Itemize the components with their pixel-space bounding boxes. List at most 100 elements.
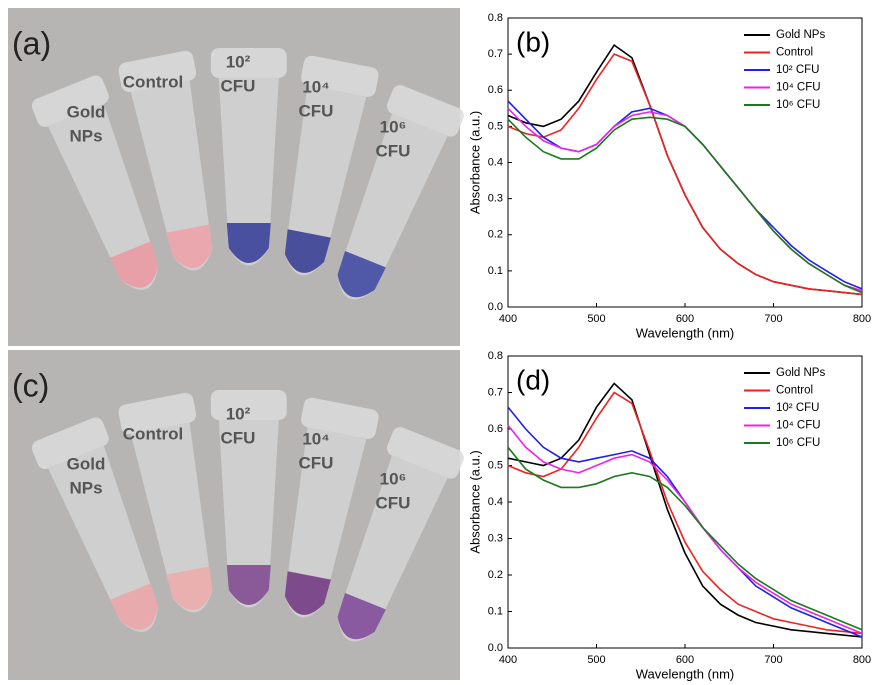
- tube-label: 10⁶: [380, 117, 407, 136]
- photo: (c) Gold NPs Control 10² CFU 10⁴ CFU 10⁶ CFU: [8, 350, 464, 680]
- x-axis-label: Wavelength (nm): [636, 325, 735, 340]
- y-tick-label: 0.3: [488, 532, 503, 544]
- y-tick-label: 0.2: [488, 569, 503, 581]
- tube: [31, 417, 159, 632]
- legend-label: Control: [776, 385, 813, 397]
- x-tick-label: 400: [499, 313, 517, 325]
- tube-label: 10⁶: [380, 469, 407, 488]
- legend-label: Gold NPs: [776, 367, 825, 379]
- y-tick-label: 0.8: [488, 12, 503, 24]
- tube-label: NPs: [69, 126, 102, 145]
- legend-label: 10⁴ CFU: [776, 82, 821, 94]
- y-tick-label: 0.5: [488, 459, 503, 471]
- tube-liquid: [337, 592, 386, 640]
- tube-body: [284, 427, 367, 618]
- tube-body: [48, 103, 159, 290]
- tube-body: [130, 422, 213, 613]
- series-line: [507, 53, 863, 296]
- y-tick-label: 0.4: [488, 156, 503, 168]
- y-tick-label: 0.0: [488, 642, 503, 654]
- tube-label: 10²: [226, 52, 251, 71]
- tube-cap: [386, 85, 464, 137]
- tube: [284, 397, 379, 618]
- y-tick-label: 0.4: [488, 496, 503, 508]
- tube-body: [130, 80, 213, 271]
- tube: [118, 392, 213, 613]
- tube: [337, 85, 464, 300]
- tube-label: Gold: [67, 102, 106, 121]
- tube-liquid: [226, 565, 271, 605]
- panel-label: (b): [516, 26, 550, 57]
- tube: [337, 427, 464, 642]
- y-tick-label: 0.1: [488, 605, 503, 617]
- chart: 0.0 0.1 0.2 0.3 0.4 0.5 0.6 0.7 0.8 400 500 600 700 8…: [467, 350, 871, 682]
- tube-body: [337, 455, 448, 642]
- y-tick-label: 0.5: [488, 120, 503, 132]
- series-line: [507, 424, 863, 635]
- tube-cap: [31, 75, 109, 127]
- tube-label: Control: [123, 72, 183, 91]
- tube-cap: [210, 390, 287, 420]
- y-tick-label: 0.7: [488, 48, 503, 60]
- chart: 0.0 0.1 0.2 0.3 0.4 0.5 0.6 0.7 0.8 400 500 600 700 8…: [467, 12, 871, 341]
- tube: [210, 48, 287, 266]
- tube: [118, 50, 213, 271]
- tube-body: [337, 113, 448, 300]
- y-tick-label: 0.6: [488, 84, 503, 96]
- tube-cap: [301, 55, 379, 97]
- tube: [31, 75, 159, 290]
- legend-label: 10² CFU: [776, 64, 819, 76]
- x-tick-label: 400: [499, 654, 517, 666]
- legend-label: 10² CFU: [776, 402, 819, 414]
- tube-label: CFU: [376, 141, 411, 160]
- y-tick-label: 0.8: [488, 350, 503, 362]
- tube-cap: [210, 48, 287, 78]
- tube-liquid: [166, 566, 213, 610]
- tube-label: 10⁴: [302, 429, 329, 448]
- legend-label: 10⁶ CFU: [776, 99, 820, 111]
- tube-cap: [31, 417, 109, 469]
- tube-label: CFU: [221, 76, 256, 95]
- x-tick-label: 700: [764, 654, 782, 666]
- legend-label: Control: [776, 47, 813, 59]
- tube-label: 10⁴: [302, 77, 329, 96]
- tube: [284, 55, 379, 276]
- y-axis-label: Absorbance (a.u.): [467, 450, 482, 553]
- tube-liquid: [109, 583, 159, 630]
- tube: [210, 390, 287, 608]
- tube-body: [284, 85, 367, 276]
- tube-liquid: [337, 250, 386, 298]
- photo: (a) Gold NPs Control 10² CFU 10⁴ CFU 10⁶ CFU: [8, 8, 464, 346]
- panel-label: (c): [12, 367, 49, 403]
- x-tick-label: 700: [764, 313, 782, 325]
- tube-label: CFU: [221, 428, 256, 447]
- x-tick-label: 600: [676, 313, 694, 325]
- tube-liquid: [284, 571, 331, 615]
- y-tick-label: 0.2: [488, 229, 503, 241]
- y-tick-label: 0.3: [488, 193, 503, 205]
- x-tick-label: 600: [676, 654, 694, 666]
- series-line: [507, 382, 863, 638]
- tube-liquid: [226, 223, 271, 263]
- tube-label: CFU: [376, 493, 411, 512]
- tube-label: CFU: [299, 453, 334, 472]
- tube-cap: [118, 50, 197, 93]
- tube-cap: [301, 397, 379, 439]
- panel-label: (a): [12, 25, 51, 61]
- x-tick-label: 500: [587, 313, 605, 325]
- tube-cap: [118, 392, 197, 435]
- series-line: [507, 446, 863, 631]
- tube-label: Gold: [67, 454, 106, 473]
- tube-liquid: [109, 241, 159, 288]
- legend-label: 10⁶ CFU: [776, 437, 820, 449]
- x-axis-label: Wavelength (nm): [636, 666, 735, 681]
- tube-liquid: [166, 224, 213, 268]
- tube-body: [218, 420, 279, 608]
- x-tick-label: 800: [853, 654, 871, 666]
- panel-label: (d): [516, 364, 550, 395]
- legend-label: 10⁴ CFU: [776, 420, 821, 432]
- y-axis-label: Absorbance (a.u.): [467, 111, 482, 214]
- tube-label: CFU: [299, 101, 334, 120]
